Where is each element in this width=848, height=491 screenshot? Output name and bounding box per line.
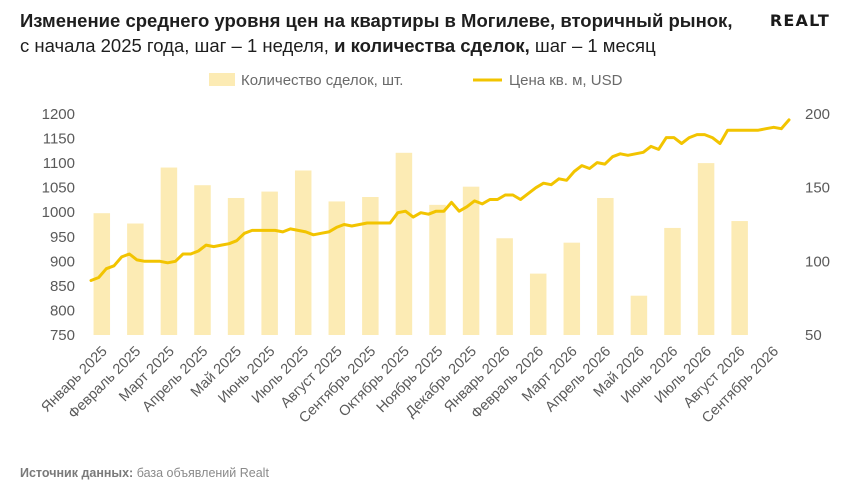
bar xyxy=(294,170,312,335)
bar xyxy=(563,242,581,335)
title-part2: с начала 2025 года, шаг – 1 неделя, xyxy=(20,35,335,56)
price-line xyxy=(89,118,791,282)
bar xyxy=(395,152,413,335)
left-tick-label: 1000 xyxy=(42,204,75,221)
left-tick-label: 1150 xyxy=(43,131,75,148)
bar xyxy=(362,196,379,335)
bar xyxy=(697,163,715,335)
title-part3: и количества сделок, xyxy=(334,35,530,56)
bar xyxy=(597,197,614,335)
chart-title: Изменение среднего уровня цен на квартир… xyxy=(20,8,740,58)
source-label: Источник данных: xyxy=(20,466,134,480)
legend: Количество сделок, шт. Цена кв. м, USD xyxy=(209,72,623,89)
bar xyxy=(429,204,446,335)
left-tick-label: 900 xyxy=(50,253,75,270)
title-part1: Изменение среднего уровня цен на квартир… xyxy=(20,10,733,31)
bar xyxy=(529,273,547,335)
right-tick-label: 100 xyxy=(805,253,830,270)
left-tick-label: 750 xyxy=(50,327,75,344)
bar xyxy=(630,295,648,335)
left-tick-label: 800 xyxy=(50,302,75,319)
title-part4: шаг – 1 месяц xyxy=(529,35,656,56)
left-tick-label: 950 xyxy=(50,229,75,246)
bar xyxy=(194,185,211,335)
legend-bars-swatch xyxy=(209,73,235,86)
left-tick-label: 1200 xyxy=(42,106,75,123)
legend-bars-label: Количество сделок, шт. xyxy=(241,72,403,89)
bar xyxy=(496,238,513,335)
bar xyxy=(664,227,681,335)
right-tick-label: 150 xyxy=(805,180,830,197)
bar xyxy=(261,191,278,335)
bar xyxy=(731,221,748,335)
bar xyxy=(160,167,178,335)
left-tick-label: 1050 xyxy=(42,180,75,197)
source-text: база объявлений Realt xyxy=(133,466,269,480)
right-tick-label: 200 xyxy=(805,106,830,123)
bar xyxy=(462,186,480,335)
realt-logo: REALT xyxy=(769,11,830,30)
left-tick-label: 1100 xyxy=(43,155,75,172)
right-tick-label: 50 xyxy=(805,327,822,344)
source-note: Источник данных: база объявлений Realt xyxy=(20,466,269,480)
bar xyxy=(127,223,144,335)
left-tick-label: 850 xyxy=(50,278,75,295)
bar xyxy=(328,201,346,335)
bar xyxy=(227,197,245,335)
legend-line-label: Цена кв. м, USD xyxy=(509,72,623,89)
